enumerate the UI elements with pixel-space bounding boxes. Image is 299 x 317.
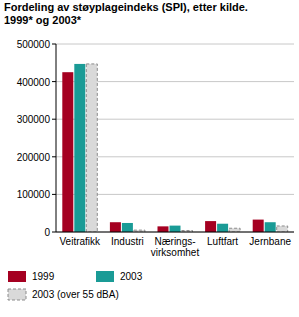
bar [62,72,73,232]
title: Fordeling av støyplageindeks (SPI), ette… [4,1,248,13]
y-tick [52,119,56,120]
y-tick [52,44,56,45]
y-tick-label: 300000 [17,114,51,125]
bar [122,223,133,232]
bar [205,221,216,232]
legend: 1999 20032003 (over 55 dBA) [8,271,143,300]
y-axis [56,44,57,232]
y-tick [52,232,56,233]
x-tick-label: Luftfart [207,236,238,247]
legend-label: 2003 (over 55 dBA) [32,289,119,300]
x-tick-label-line: Industri [111,236,144,247]
bar [86,64,97,232]
bar [229,228,240,232]
bar [110,222,121,232]
bar [170,226,181,232]
y-tick-label: 400000 [17,77,51,88]
y-tick-label: 200000 [17,152,51,163]
x-tick-label: Jernbane [249,236,291,247]
y-tick [52,81,56,82]
x-tick-label-line: Nærings- [154,236,195,247]
legend-swatch [8,271,26,282]
legend-label: 1999 [32,271,55,282]
bar [265,222,276,232]
legend-label: 2003 [120,271,143,282]
legend-swatch [96,271,114,282]
x-tick-label-line: virksomhet [151,247,200,258]
bar [277,226,288,232]
x-tick-label: Veitrafikk [60,236,102,247]
bars [62,64,287,232]
x-tick-label-line: Luftfart [207,236,238,247]
grid-line [56,232,294,233]
y-tick [52,156,56,157]
x-tick-label-line: Veitrafikk [60,236,102,247]
y-tick-label: 0 [44,227,50,238]
legend-swatch [8,289,26,300]
y-tick [52,194,56,195]
bar [74,64,85,232]
y-tick-label: 100000 [17,189,51,200]
chart: Fordeling av støyplageindeks (SPI), ette… [0,0,299,317]
subtitle: 1999* og 2003* [4,14,82,26]
x-tick-label: Nærings-virksomhet [151,236,200,258]
x-tick-label-line: Jernbane [249,236,291,247]
x-axis [56,232,294,233]
bar [158,226,169,232]
bar [217,224,228,232]
bar [253,220,264,232]
grid-line [56,44,294,45]
x-tick-label: Industri [111,236,144,247]
y-tick-label: 500000 [17,39,51,50]
